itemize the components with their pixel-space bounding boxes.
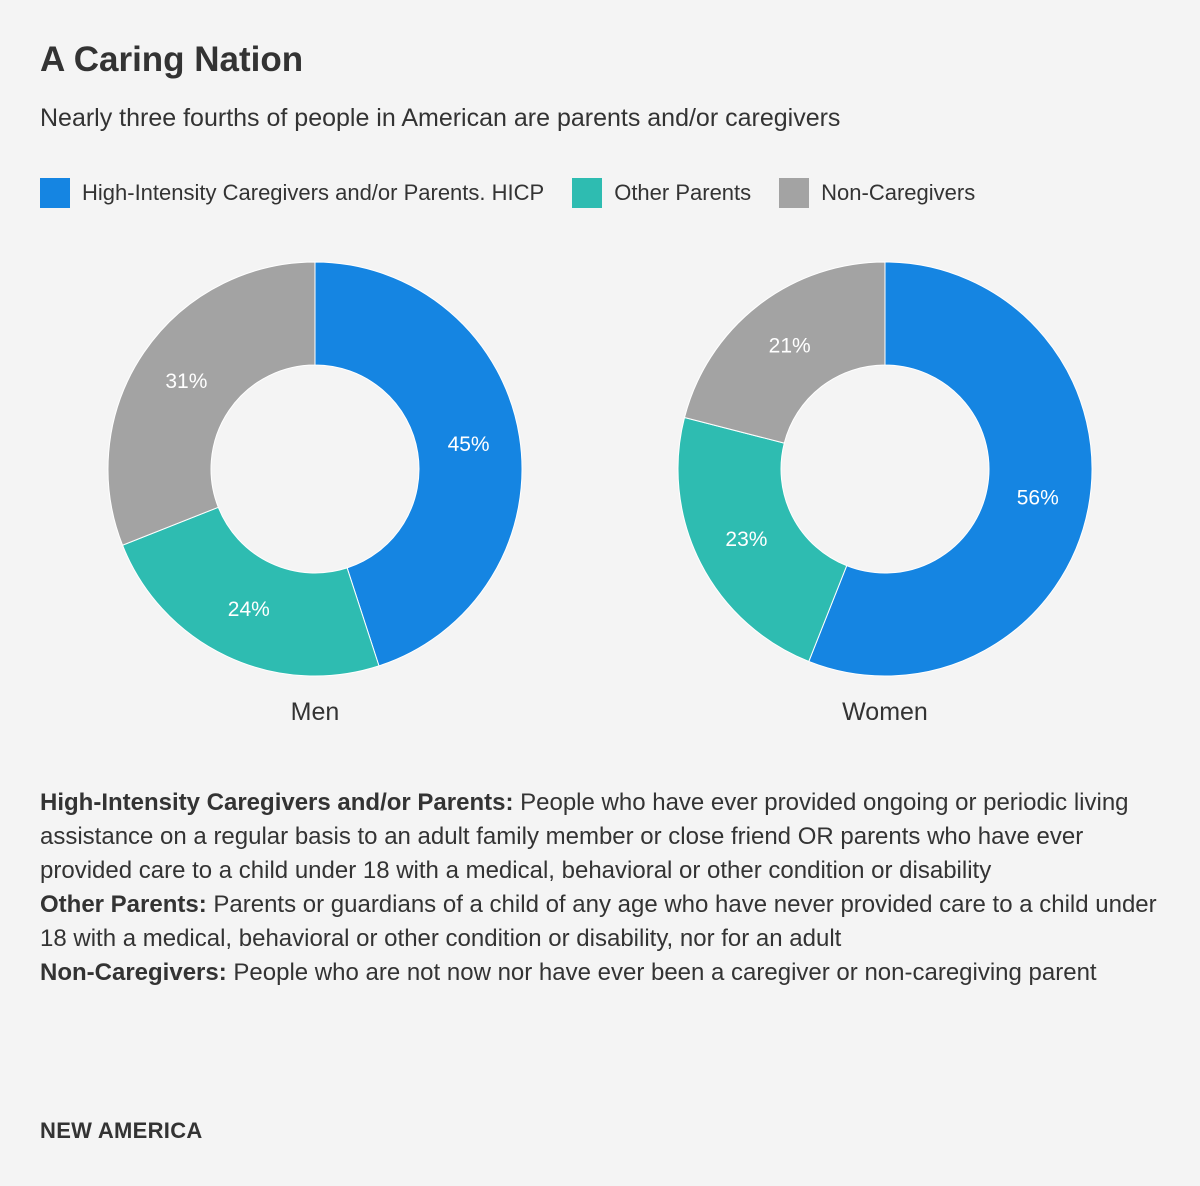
slice-value-label: 21% (769, 335, 811, 358)
slice-value-label: 24% (228, 598, 270, 621)
legend-item-hicp: High-Intensity Caregivers and/or Parents… (40, 178, 544, 208)
donut-slice-men-high-intensity-caregivers-and-or-parents-hicp (314, 261, 523, 667)
slice-value-label: 45% (448, 433, 490, 456)
legend-swatch-non-caregivers (779, 178, 810, 208)
legend-label-hicp: High-Intensity Caregivers and/or Parents… (82, 180, 545, 205)
legend-item-non-caregivers: Non-Caregivers (779, 178, 975, 208)
donut-slice-women-other-parents (677, 416, 848, 663)
definition-term: Non-Caregivers: (40, 959, 227, 986)
donut-men: 45% 24% 31% Men (107, 261, 523, 726)
definition-text: People who have ever provided ongoing or… (40, 789, 1129, 884)
definition-text: People who are not now nor have ever bee… (226, 959, 1097, 986)
legend-label-non-caregivers: Non-Caregivers (821, 180, 976, 205)
donut-caption-women: Women (842, 698, 928, 726)
slice-value-label: 31% (165, 370, 207, 393)
slice-value-label: 23% (725, 528, 767, 551)
definition-non-caregivers: Non-Caregivers: People who are not now n… (40, 956, 1165, 990)
donut-women: 56% 23% 21% Women (677, 261, 1093, 726)
donut-caption-men: Men (291, 698, 340, 726)
donut-slice-women-non-caregivers (683, 261, 886, 444)
legend-swatch-other-parents (572, 178, 603, 208)
donut-charts: 45% 24% 31% Men 56% 23% 21% Women (107, 261, 1093, 726)
legend-swatch-hicp (40, 178, 70, 208)
definition-text: Parents or guardians of a child of any a… (40, 891, 1157, 952)
chart-subtitle: Nearly three fourths of people in Americ… (40, 104, 841, 132)
definition-hicp: High-Intensity Caregivers and/or Parents… (40, 786, 1165, 888)
definition-term: High-Intensity Caregivers and/or Parents… (40, 789, 514, 816)
donut-slice-women-high-intensity-caregivers-and-or-parents-hicp (808, 261, 1093, 677)
source-credit: NEW AMERICA (40, 1118, 203, 1143)
legend: High-Intensity Caregivers and/or Parents… (40, 178, 1003, 208)
definition-term: Other Parents: (40, 891, 207, 918)
donut-slice-men-other-parents (121, 506, 380, 677)
definitions: High-Intensity Caregivers and/or Parents… (40, 786, 1165, 990)
legend-item-other-parents: Other Parents (572, 178, 751, 208)
definition-other-parents: Other Parents: Parents or guardians of a… (40, 888, 1165, 956)
chart-title: A Caring Nation (40, 40, 304, 79)
donut-slice-men-non-caregivers (107, 261, 316, 546)
legend-label-other-parents: Other Parents (614, 180, 752, 205)
slice-value-label: 56% (1017, 487, 1059, 510)
